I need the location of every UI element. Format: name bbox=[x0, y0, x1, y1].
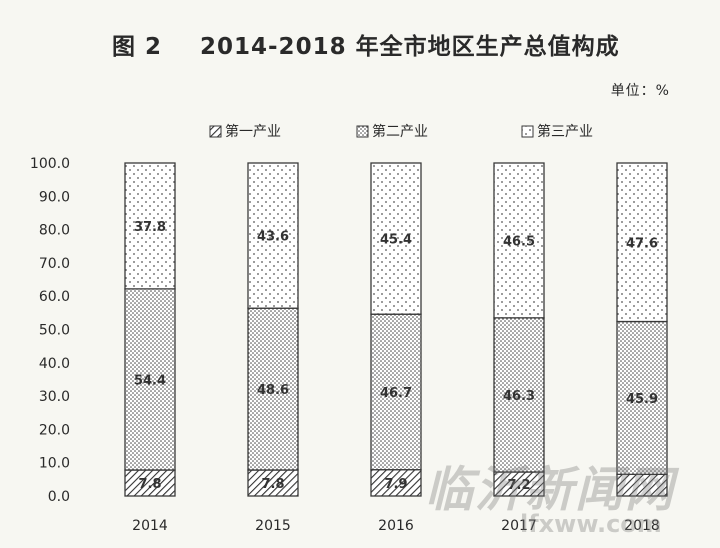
data-label: 37.8 bbox=[134, 220, 166, 235]
data-label: 7.9 bbox=[384, 477, 407, 492]
data-label: 48.6 bbox=[257, 383, 289, 398]
chart-title: 2014-2018 年全市地区生产总值构成 bbox=[200, 34, 620, 60]
legend-label: 第三产业 bbox=[537, 123, 593, 140]
legend-swatch bbox=[521, 125, 534, 138]
bar-segment bbox=[247, 307, 299, 471]
bar-segment bbox=[124, 162, 176, 290]
x-tick-label: 2016 bbox=[378, 518, 414, 534]
legend-label: 第一产业 bbox=[225, 123, 281, 140]
unit-label: 单位：% bbox=[610, 83, 670, 99]
y-tick-label: 70.0 bbox=[39, 256, 70, 272]
data-label: 46.7 bbox=[380, 386, 412, 401]
x-tick-label: 2018 bbox=[624, 518, 660, 534]
data-label: 46.5 bbox=[503, 234, 535, 249]
y-tick-label: 0.0 bbox=[48, 489, 70, 505]
bar-segment bbox=[247, 469, 299, 497]
figure-label: 图 2 bbox=[112, 34, 163, 60]
bar-segment bbox=[247, 162, 299, 309]
x-axis: 2014 2015 2016 2017 2018 bbox=[132, 518, 660, 534]
x-tick-label: 2015 bbox=[255, 518, 291, 534]
data-label: 45.4 bbox=[380, 233, 412, 248]
x-tick-label: 2017 bbox=[501, 518, 537, 534]
bar-segment bbox=[616, 162, 668, 323]
y-tick-label: 50.0 bbox=[39, 323, 70, 339]
legend-swatch bbox=[356, 125, 369, 138]
bars: 7.8 54.4 37.8 7.8 48.6 43.6 7.9 46.7 45.4 7.2 46.3… bbox=[124, 162, 668, 497]
bar-segment bbox=[616, 320, 668, 476]
data-label: 46.3 bbox=[503, 389, 535, 404]
bar-segment bbox=[370, 469, 422, 497]
bar-segment bbox=[124, 288, 176, 471]
y-axis: 0.0 10.0 20.0 30.0 40.0 50.0 60.0 70.0 80.0 90.0 1… bbox=[30, 156, 70, 505]
y-tick-label: 100.0 bbox=[30, 156, 70, 172]
data-label: 54.4 bbox=[134, 373, 166, 388]
bar-segment bbox=[370, 313, 422, 471]
data-label: 45.9 bbox=[626, 392, 658, 407]
y-tick-label: 90.0 bbox=[39, 189, 70, 205]
data-label: 7.8 bbox=[138, 477, 161, 492]
data-label: 7.2 bbox=[507, 478, 530, 493]
data-label: 43.6 bbox=[257, 230, 289, 245]
y-tick-label: 40.0 bbox=[39, 356, 70, 372]
data-label: 47.6 bbox=[626, 236, 658, 251]
y-tick-label: 20.0 bbox=[39, 422, 70, 438]
y-tick-label: 10.0 bbox=[39, 456, 70, 472]
y-tick-label: 30.0 bbox=[39, 389, 70, 405]
data-label: 7.8 bbox=[261, 477, 284, 492]
bar-segment bbox=[124, 469, 176, 497]
legend-label: 第二产业 bbox=[372, 123, 428, 140]
y-tick-label: 80.0 bbox=[39, 223, 70, 239]
bar-segment bbox=[493, 317, 545, 473]
bar-segment bbox=[493, 162, 545, 319]
legend: 第一产业 第二产业 第三产业 bbox=[209, 123, 593, 140]
watermark-logo: 临沂新闻网 bbox=[425, 462, 676, 518]
watermark-url: lfxww.com bbox=[520, 510, 662, 538]
y-tick-label: 60.0 bbox=[39, 289, 70, 305]
x-tick-label: 2014 bbox=[132, 518, 168, 534]
bar-segment bbox=[370, 162, 422, 315]
legend-swatch bbox=[209, 125, 222, 138]
